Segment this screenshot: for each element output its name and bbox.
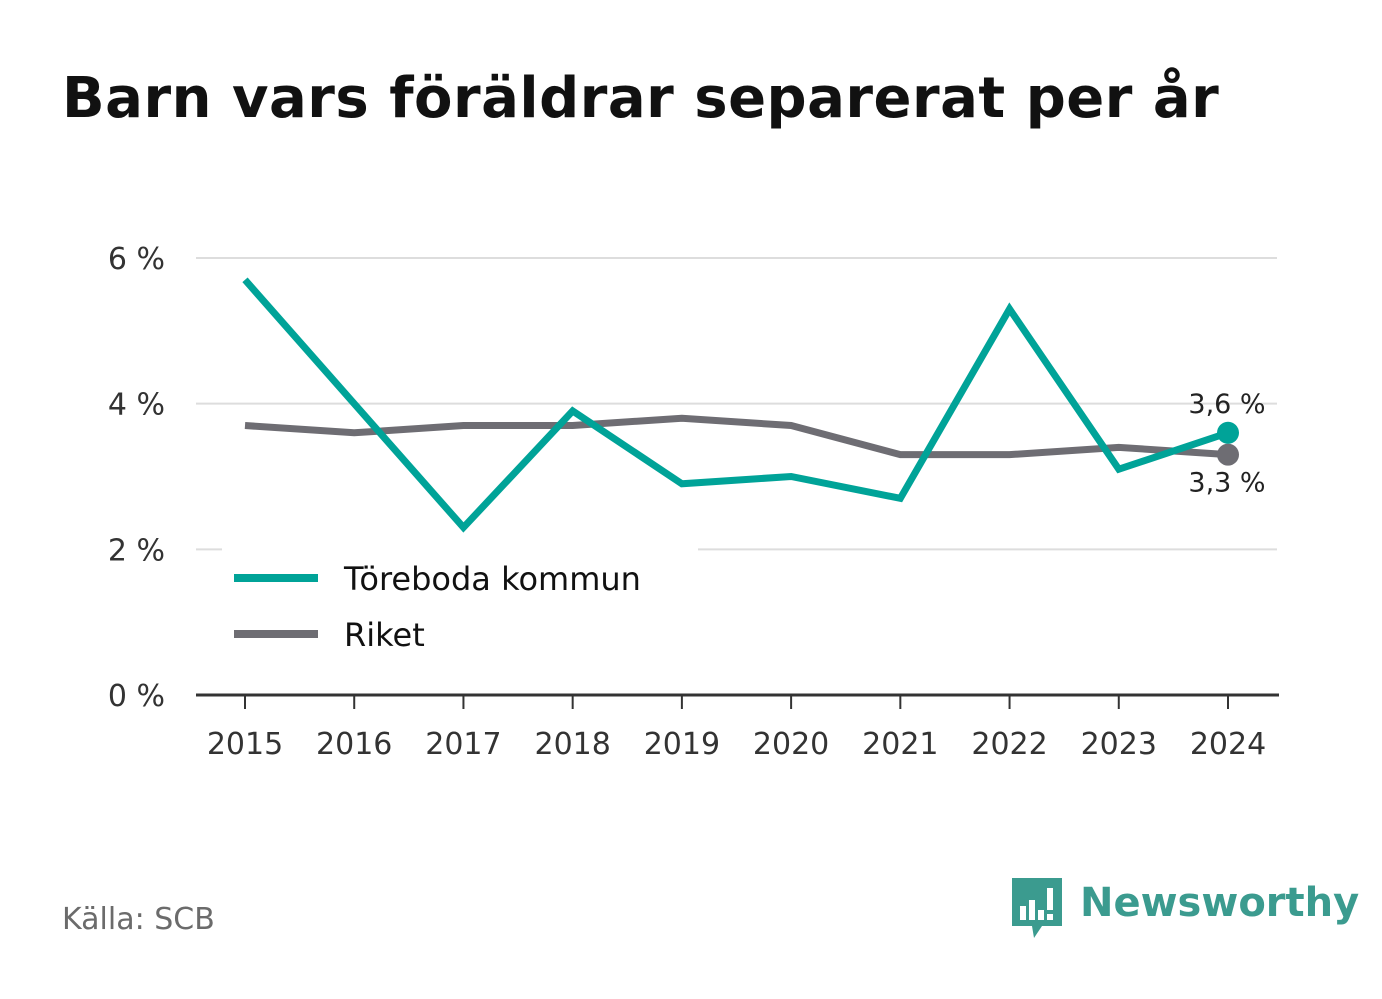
series-endpoint-0 — [1217, 421, 1239, 444]
legend-label: Töreboda kommun — [343, 560, 641, 598]
legend: Töreboda kommun Riket — [222, 548, 698, 668]
x-tick-label: 2021 — [862, 727, 938, 762]
brand-name: Newsworthy — [1080, 880, 1360, 926]
x-tick-label: 2024 — [1190, 727, 1266, 762]
end-label-riket: 3,3 % — [1188, 468, 1265, 499]
source-note: Källa: SCB — [62, 902, 215, 937]
x-tick-label: 2017 — [425, 727, 501, 762]
x-tick-label: 2020 — [753, 727, 829, 762]
y-tick-label: 6 % — [108, 242, 165, 277]
y-tick-label: 2 % — [108, 533, 165, 568]
legend-box — [222, 548, 698, 668]
series-endpoint-1 — [1217, 443, 1239, 466]
y-tick-label: 0 % — [108, 679, 165, 714]
series-line-1 — [244, 414, 1229, 459]
x-tick-label: 2019 — [644, 727, 720, 762]
brand-logo: Newsworthy — [1012, 878, 1359, 940]
y-tick-label: 4 % — [108, 388, 165, 423]
x-tick-label: 2023 — [1081, 727, 1157, 762]
end-label-tore: 3,6 % — [1188, 389, 1265, 420]
x-tick-label: 2015 — [207, 727, 283, 762]
legend-label: Riket — [344, 616, 425, 654]
y-axis-ticks: 0 % 2 % 4 % 6 % — [108, 242, 165, 714]
x-axis: 2015 2016 2017 2018 2019 2020 2021 2022 2023 2024 — [196, 693, 1279, 762]
x-tick-label: 2016 — [316, 727, 392, 762]
x-tick-label: 2018 — [534, 727, 610, 762]
series-line-0 — [242, 277, 1230, 533]
series-lines — [242, 277, 1239, 533]
x-tick-label: 2022 — [971, 727, 1047, 762]
newsworthy-logo-icon — [1012, 878, 1062, 938]
end-labels: 3,6 % 3,3 % — [1188, 389, 1265, 499]
chart-title: Barn vars föräldrar separerat per år — [62, 66, 1220, 131]
